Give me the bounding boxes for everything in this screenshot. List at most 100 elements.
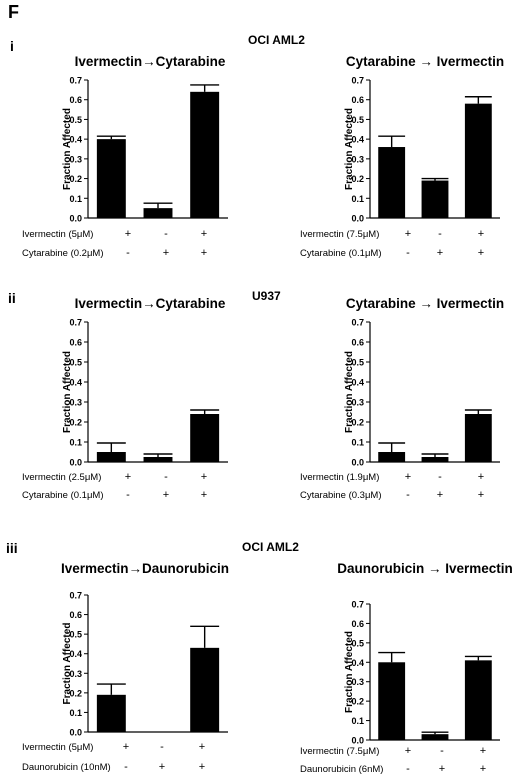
y-tick-label: 0.5 <box>69 358 82 368</box>
y-tick-label: 0.7 <box>69 76 82 86</box>
bar <box>96 694 126 732</box>
bar <box>421 457 449 462</box>
y-tick-label: 0.0 <box>351 458 364 468</box>
condition-sign: + <box>199 741 205 753</box>
y-axis-label: Fraction Affected <box>344 351 355 433</box>
y-tick-label: 0.2 <box>351 697 364 707</box>
condition-sign: - <box>164 471 168 483</box>
y-tick-label: 0.3 <box>69 669 82 679</box>
condition-sign: + <box>163 247 169 259</box>
condition-label: Daunorubicin (10nM) <box>22 762 111 773</box>
section-label-ii: ii <box>8 290 16 306</box>
y-tick-label: 0.5 <box>351 115 364 125</box>
condition-sign: + <box>125 471 131 483</box>
condition-sign: - <box>406 489 410 501</box>
condition-label: Cytarabine (0.3μM) <box>300 490 382 501</box>
condition-sign: + <box>163 489 169 501</box>
bar <box>190 647 220 732</box>
condition-label: Ivermectin (5μM) <box>22 742 93 753</box>
chart-title: Ivermectin→Cytarabine <box>75 296 226 311</box>
y-tick-label: 0.7 <box>351 600 364 610</box>
condition-sign: + <box>480 763 486 775</box>
condition-sign: - <box>438 471 442 483</box>
condition-sign: - <box>164 228 168 240</box>
y-tick-label: 0.0 <box>69 214 82 224</box>
y-tick-label: 0.4 <box>69 649 82 659</box>
y-tick-label: 0.6 <box>351 95 364 105</box>
condition-sign: + <box>478 247 484 259</box>
y-tick-label: 0.4 <box>351 658 364 668</box>
bar <box>421 180 449 218</box>
y-tick-label: 0.6 <box>351 338 364 348</box>
chart-title: Cytarabine → Ivermectin <box>346 296 504 311</box>
y-tick-label: 0.4 <box>69 378 82 388</box>
y-tick-label: 0.7 <box>69 318 82 328</box>
condition-sign: + <box>439 763 445 775</box>
y-tick-label: 0.5 <box>351 638 364 648</box>
condition-sign: + <box>405 745 411 757</box>
y-tick-label: 0.3 <box>69 154 82 164</box>
y-tick-label: 0.0 <box>351 736 364 746</box>
condition-label: Ivermectin (2.5μM) <box>22 472 101 483</box>
y-tick-label: 0.6 <box>69 610 82 620</box>
section-label-iii: iii <box>6 540 18 556</box>
condition-sign: - <box>126 247 130 259</box>
y-tick-label: 0.0 <box>69 728 82 738</box>
y-tick-label: 0.0 <box>351 214 364 224</box>
chart-title: Ivermectin→Cytarabine <box>75 54 226 69</box>
condition-sign: + <box>201 471 207 483</box>
bar <box>378 147 406 218</box>
condition-label: Cytarabine (0.1μM) <box>22 490 104 501</box>
condition-sign: + <box>437 489 443 501</box>
bar <box>421 734 449 740</box>
chart-title: Cytarabine → Ivermectin <box>346 54 504 69</box>
bar <box>96 139 126 218</box>
y-tick-label: 0.7 <box>69 591 82 601</box>
condition-sign: + <box>201 247 207 259</box>
panel-letter: F <box>8 2 19 22</box>
y-tick-label: 0.5 <box>351 358 364 368</box>
condition-sign: + <box>480 745 486 757</box>
bar <box>96 452 126 462</box>
condition-sign: - <box>160 741 164 753</box>
condition-sign: + <box>125 228 131 240</box>
condition-sign: - <box>126 489 130 501</box>
chart-title: Daunorubicin → Ivermectin <box>337 561 513 576</box>
y-tick-label: 0.7 <box>351 318 364 328</box>
y-axis-label: Fraction Affected <box>62 351 73 433</box>
y-tick-label: 0.4 <box>69 135 82 145</box>
bar <box>378 452 406 462</box>
chart-title: Ivermectin→Daunorubicin <box>61 561 229 576</box>
y-axis-label: Fraction Affected <box>62 623 73 705</box>
y-tick-label: 0.6 <box>69 95 82 105</box>
y-tick-label: 0.1 <box>69 708 82 718</box>
y-tick-label: 0.3 <box>351 154 364 164</box>
y-tick-label: 0.2 <box>351 174 364 184</box>
y-tick-label: 0.0 <box>69 458 82 468</box>
condition-sign: + <box>405 471 411 483</box>
condition-label: Ivermectin (7.5μM) <box>300 746 379 757</box>
y-tick-label: 0.1 <box>69 194 82 204</box>
bar <box>190 414 220 462</box>
y-tick-label: 0.2 <box>69 688 82 698</box>
condition-sign: - <box>438 228 442 240</box>
bar <box>143 457 173 462</box>
bar <box>464 660 492 740</box>
condition-sign: + <box>478 228 484 240</box>
y-tick-label: 0.4 <box>351 378 364 388</box>
condition-sign: + <box>201 228 207 240</box>
condition-sign: - <box>406 247 410 259</box>
bar <box>464 103 492 218</box>
y-tick-label: 0.1 <box>351 438 364 448</box>
y-tick-label: 0.4 <box>351 135 364 145</box>
condition-sign: + <box>437 247 443 259</box>
y-tick-label: 0.2 <box>351 418 364 428</box>
condition-label: Ivermectin (7.5μM) <box>300 229 379 240</box>
section-label-i: i <box>10 38 14 54</box>
y-tick-label: 0.3 <box>69 398 82 408</box>
y-tick-label: 0.1 <box>351 194 364 204</box>
y-tick-label: 0.2 <box>69 418 82 428</box>
y-tick-label: 0.6 <box>351 619 364 629</box>
condition-label: Cytarabine (0.2μM) <box>22 248 104 259</box>
